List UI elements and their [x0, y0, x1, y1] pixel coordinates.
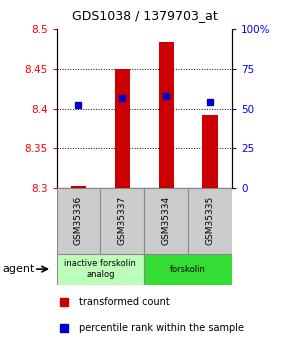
Bar — [188, 188, 232, 254]
Text: agent: agent — [3, 264, 35, 274]
Bar — [100, 188, 144, 254]
Text: inactive forskolin
analog: inactive forskolin analog — [64, 259, 136, 279]
Text: GSM35335: GSM35335 — [206, 196, 215, 245]
Bar — [115, 69, 130, 188]
Bar — [71, 186, 86, 188]
Bar — [57, 254, 144, 285]
Bar — [159, 42, 174, 188]
Text: GSM35334: GSM35334 — [162, 196, 171, 245]
Bar — [144, 254, 232, 285]
Text: GDS1038 / 1379703_at: GDS1038 / 1379703_at — [72, 9, 218, 22]
Text: forskolin: forskolin — [170, 265, 206, 274]
Text: percentile rank within the sample: percentile rank within the sample — [79, 323, 244, 333]
Text: GSM35336: GSM35336 — [74, 196, 83, 245]
Text: transformed count: transformed count — [79, 297, 170, 306]
Bar — [202, 115, 218, 188]
Bar — [57, 188, 100, 254]
Text: GSM35337: GSM35337 — [118, 196, 127, 245]
Bar — [144, 188, 188, 254]
